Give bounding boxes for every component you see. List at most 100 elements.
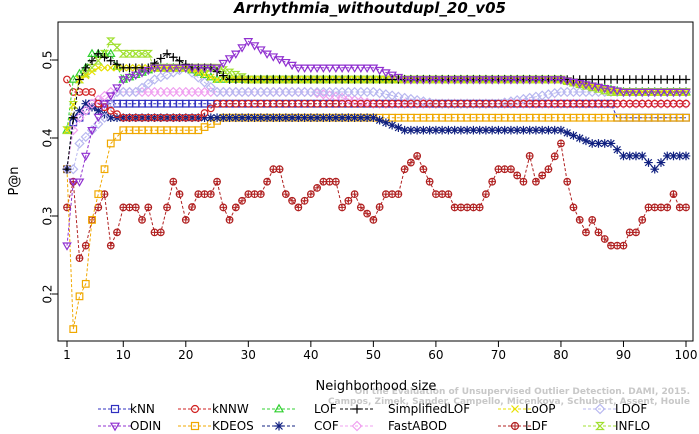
- data-point: [250, 113, 259, 123]
- data-point: [418, 76, 429, 85]
- data-point: [231, 203, 240, 212]
- data-point: [87, 48, 97, 58]
- data-point: [431, 190, 440, 199]
- data-point: [662, 151, 672, 161]
- legend-label: LoOP: [525, 402, 556, 416]
- data-point: [607, 241, 615, 250]
- data-point: [119, 203, 128, 212]
- x-tick-label: 50: [366, 348, 381, 362]
- data-point: [488, 177, 497, 186]
- data-point: [556, 76, 566, 85]
- data-point: [187, 64, 197, 73]
- data-point: [344, 196, 353, 205]
- data-point: [625, 151, 635, 161]
- data-point: [75, 292, 84, 301]
- data-point: [194, 113, 203, 123]
- data-point: [349, 64, 360, 73]
- data-point: [482, 190, 490, 199]
- data-point: [682, 99, 690, 108]
- data-point: [355, 96, 367, 107]
- data-point: [205, 64, 216, 73]
- data-point: [557, 139, 565, 148]
- data-point: [168, 62, 179, 72]
- data-point: [649, 86, 660, 96]
- data-point: [369, 113, 378, 123]
- data-point: [594, 228, 603, 237]
- data-point: [68, 74, 79, 83]
- data-point: [112, 60, 122, 69]
- data-point: [594, 139, 603, 148]
- data-point: [456, 125, 466, 135]
- data-point: [106, 37, 116, 46]
- legend-item-loop: LoOP: [498, 402, 556, 416]
- data-point: [400, 165, 409, 174]
- data-point: [462, 125, 472, 135]
- data-point: [525, 125, 534, 135]
- legend-item-knn: kNN: [98, 402, 155, 416]
- data-point: [143, 49, 154, 58]
- data-point: [180, 62, 191, 72]
- data-point: [319, 177, 328, 186]
- data-point: [131, 49, 141, 58]
- data-point: [312, 64, 322, 73]
- data-point: [582, 228, 590, 237]
- data-point: [200, 71, 209, 79]
- data-point: [581, 136, 591, 146]
- data-point: [162, 62, 172, 72]
- data-point: [500, 165, 509, 174]
- data-point: [93, 56, 104, 65]
- data-point: [281, 113, 291, 123]
- data-point: [363, 209, 372, 218]
- data-point: [656, 88, 666, 98]
- data-point: [524, 76, 535, 85]
- data-point: [194, 113, 203, 122]
- data-point: [469, 203, 478, 212]
- data-point: [224, 55, 235, 64]
- data-point: [388, 190, 397, 199]
- data-point: [674, 86, 685, 96]
- data-point: [431, 76, 441, 85]
- data-point: [137, 69, 147, 78]
- data-point: [681, 151, 691, 161]
- data-point: [150, 58, 159, 68]
- series-cof: [62, 99, 691, 174]
- series-knnw: [63, 75, 690, 122]
- legend-item-fastabod: FastABOD: [340, 419, 447, 433]
- data-point: [606, 86, 616, 95]
- data-point: [368, 64, 379, 73]
- data-point: [475, 203, 484, 212]
- data-point: [130, 71, 141, 80]
- data-point: [463, 203, 472, 212]
- data-point: [268, 53, 279, 62]
- data-point: [331, 177, 340, 186]
- x-tick-label: 60: [428, 348, 443, 362]
- data-point: [674, 88, 685, 98]
- data-point: [113, 132, 121, 141]
- data-point: [594, 403, 606, 415]
- legend-item-kdeos: KDEOS: [178, 419, 254, 433]
- data-point: [593, 83, 604, 93]
- y-tick-label: 0.3: [41, 206, 55, 225]
- data-point: [569, 203, 578, 212]
- data-point: [199, 64, 210, 73]
- data-point: [669, 190, 678, 199]
- data-point: [174, 64, 185, 73]
- data-point: [194, 190, 203, 199]
- data-point: [99, 100, 110, 109]
- data-point: [637, 86, 648, 96]
- data-point: [462, 76, 472, 85]
- x-tick-label: 1: [63, 348, 71, 362]
- data-point: [68, 125, 79, 136]
- data-point: [337, 113, 347, 123]
- legend: kNN kNNW LOF SimplifiedLOF LoOP LDOF ODIN KDEOS…: [98, 402, 650, 433]
- data-point: [218, 59, 229, 69]
- data-point: [506, 125, 516, 135]
- data-point: [507, 165, 515, 174]
- data-point: [180, 64, 191, 73]
- legend-label: SimplifiedLOF: [388, 402, 470, 416]
- data-point: [106, 139, 115, 148]
- data-point: [425, 177, 434, 186]
- data-point: [487, 125, 497, 135]
- data-point: [175, 56, 184, 66]
